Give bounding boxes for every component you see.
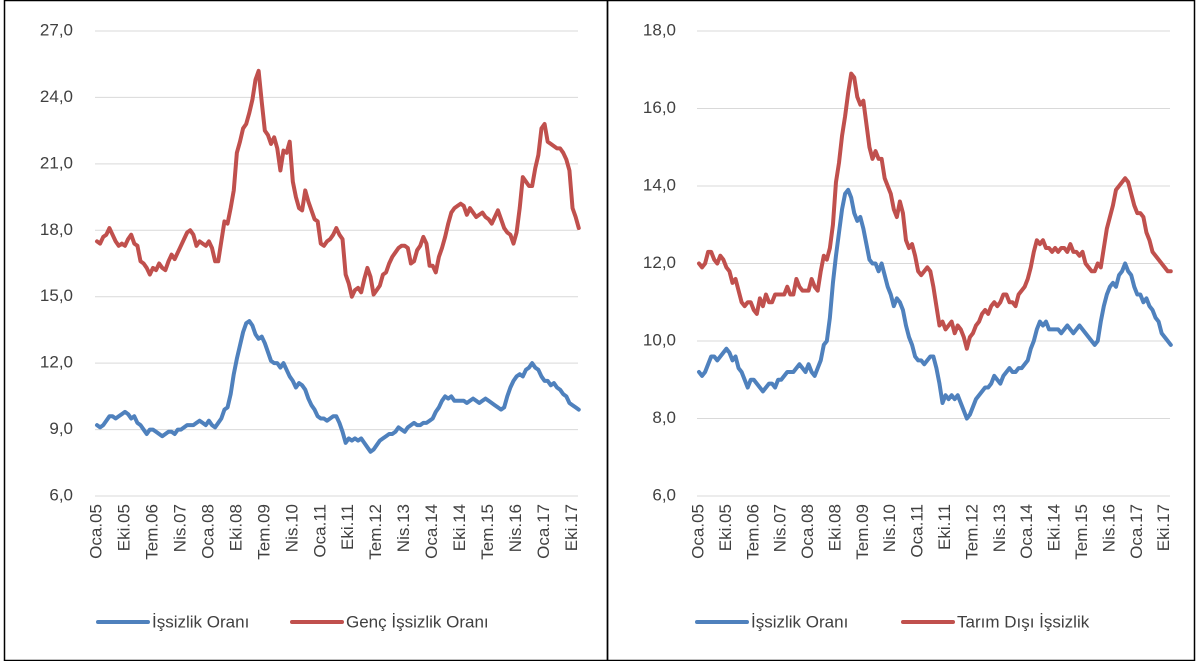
legend-label: Genç İşsizlik Oranı [346, 612, 489, 631]
x-tick-label: Nis.07 [170, 504, 189, 552]
x-tick-label: Oca.17 [1127, 504, 1146, 559]
x-tick-label: Tem.06 [142, 504, 161, 560]
y-tick-label: 24,0 [40, 87, 73, 106]
y-tick-label: 18,0 [643, 20, 676, 39]
panel-border [606, 0, 1196, 662]
x-tick-label: Oca.05 [688, 504, 707, 559]
x-tick-label: Eki.17 [562, 504, 581, 551]
series-line [697, 187, 1173, 421]
y-tick-label: 6,0 [652, 485, 676, 504]
x-tick-label: Oca.17 [534, 504, 553, 559]
x-tick-label: Oca.08 [798, 504, 817, 559]
x-tick-label: Eki.14 [450, 504, 469, 551]
panel-border [3, 0, 609, 662]
y-tick-label: 18,0 [40, 220, 73, 239]
x-tick-label: Oca.05 [86, 504, 105, 559]
x-tick-label: Oca.14 [422, 504, 441, 559]
x-tick-label: Eki.05 [716, 504, 735, 551]
y-tick-label: 9,0 [49, 419, 73, 438]
x-tick-label: Nis.13 [394, 504, 413, 552]
x-tick-label: Oca.14 [1017, 504, 1036, 559]
x-tick-label: Nis.10 [880, 504, 899, 552]
x-tick-label: Eki.11 [935, 504, 954, 550]
x-tick-label: Tem.15 [478, 504, 497, 560]
x-tick-label: Tem.09 [254, 504, 273, 560]
y-tick-label: 12,0 [643, 253, 676, 272]
legend-label: İşsizlik Oranı [152, 612, 249, 631]
legend-label: İşsizlik Oranı [751, 612, 848, 631]
x-tick-label: Nis.13 [990, 504, 1009, 552]
x-tick-label: Eki.14 [1045, 504, 1064, 551]
x-tick-label: Nis.07 [771, 504, 790, 552]
x-tick-label: Nis.10 [282, 504, 301, 552]
series-line [95, 68, 581, 299]
x-tick-label: Eki.11 [338, 504, 357, 550]
x-tick-label: Tem.06 [743, 504, 762, 560]
y-tick-label: 12,0 [40, 353, 73, 372]
x-tick-label: Nis.16 [1099, 504, 1118, 552]
x-tick-label: Oca.11 [908, 504, 927, 558]
legend-label: Tarım Dışı İşsizlik [957, 612, 1090, 631]
y-tick-label: 21,0 [40, 153, 73, 172]
y-tick-label: 14,0 [643, 175, 676, 194]
x-tick-label: Nis.16 [506, 504, 525, 552]
x-tick-label: Tem.09 [853, 504, 872, 560]
y-tick-label: 27,0 [40, 20, 73, 39]
series-line [95, 319, 581, 454]
y-tick-label: 16,0 [643, 98, 676, 117]
x-tick-label: Eki.08 [825, 504, 844, 551]
x-tick-label: Tem.12 [366, 504, 385, 560]
x-tick-label: Tem.12 [962, 504, 981, 560]
x-tick-label: Eki.05 [114, 504, 133, 551]
y-tick-label: 8,0 [652, 408, 676, 427]
y-tick-label: 10,0 [643, 330, 676, 349]
x-tick-label: Oca.11 [310, 504, 329, 558]
x-tick-label: Oca.08 [198, 504, 217, 559]
x-tick-label: Eki.17 [1154, 504, 1173, 551]
y-tick-label: 6,0 [49, 485, 73, 504]
x-tick-label: Tem.15 [1072, 504, 1091, 560]
y-tick-label: 15,0 [40, 286, 73, 305]
x-tick-label: Eki.08 [226, 504, 245, 551]
series-line [697, 71, 1173, 351]
